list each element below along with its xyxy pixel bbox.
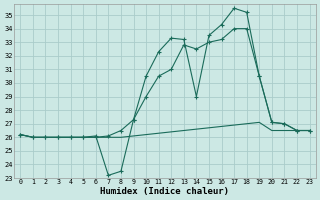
X-axis label: Humidex (Indice chaleur): Humidex (Indice chaleur) (100, 187, 229, 196)
